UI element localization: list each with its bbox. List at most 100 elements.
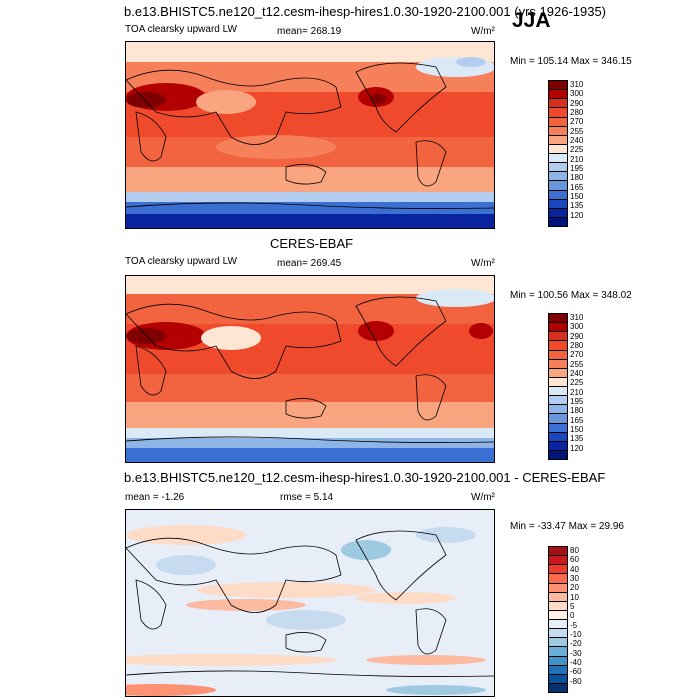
colorbar-segment xyxy=(549,638,567,648)
colorbar-tick-label: 290 xyxy=(570,331,584,341)
colorbar-segment xyxy=(549,620,567,630)
panel1-minmax: Min = 105.14 Max = 346.15 xyxy=(510,56,632,67)
colorbar-tick-label: -60 xyxy=(570,667,582,677)
colorbar-tick-label: 270 xyxy=(570,350,584,360)
colorbar-segment xyxy=(549,117,567,127)
colorbar-tick-label: 0 xyxy=(570,611,575,621)
colorbar-segment xyxy=(549,450,567,459)
colorbar-segment xyxy=(549,610,567,620)
panel1-mean-value: 268.19 xyxy=(310,26,342,37)
colorbar-segment xyxy=(549,208,567,218)
colorbar-segment xyxy=(549,414,567,424)
page-title: b.e13.BHISTC5.ne120_t12.cesm-ihesp-hires… xyxy=(124,4,607,19)
panel2-colorbar xyxy=(548,313,568,460)
colorbar-segment xyxy=(549,341,567,351)
panel3-colorbar xyxy=(548,546,568,693)
panel3-rmse: rmse = 5.14 xyxy=(280,492,333,503)
colorbar-tick-label: 255 xyxy=(570,359,584,369)
panel1-colorbar xyxy=(548,80,568,227)
colorbar-segment xyxy=(549,368,567,378)
colorbar-segment xyxy=(549,565,567,575)
colorbar-segment xyxy=(549,332,567,342)
colorbar-segment xyxy=(549,656,567,666)
colorbar-tick-label: 300 xyxy=(570,89,584,99)
panel1-map xyxy=(125,41,495,229)
panel2-variable: TOA clearsky upward LW xyxy=(125,256,237,267)
colorbar-tick-label: 210 xyxy=(570,154,584,164)
panel2-minmax: Min = 100.56 Max = 348.02 xyxy=(510,290,632,301)
panel2-colorbar-labels: 310 300 290 280 270 255 240 225 210 195 180 165 150 1… xyxy=(570,313,583,453)
colorbar-segment xyxy=(549,665,567,675)
colorbar-tick-label: 5 xyxy=(570,602,575,612)
colorbar-segment xyxy=(549,81,567,91)
colorbar-segment xyxy=(549,629,567,639)
panel1-variable: TOA clearsky upward LW xyxy=(125,24,237,35)
panel3-mean-label: mean = xyxy=(125,492,159,503)
colorbar-tick-label: -20 xyxy=(570,639,582,649)
colorbar-segment xyxy=(549,683,567,692)
colorbar-tick-label: 180 xyxy=(570,406,584,416)
colorbar-segment xyxy=(549,387,567,397)
colorbar-segment xyxy=(549,359,567,369)
panel3-mean: mean = -1.26 xyxy=(125,492,184,503)
panel3-minmax: Min = -33.47 Max = 29.96 xyxy=(510,521,624,532)
panel3-colorbar-labels: 80 60 40 30 20 10 5 0 -5 -10 -20 -30 -40 -60 -80 xyxy=(570,546,582,686)
colorbar-tick-label: 120 xyxy=(570,210,584,220)
colorbar-segment xyxy=(549,108,567,118)
colorbar-tick-label: 280 xyxy=(570,108,584,118)
colorbar-segment xyxy=(549,314,567,324)
colorbar-tick-label: -10 xyxy=(570,630,582,640)
colorbar-tick-label: 240 xyxy=(570,369,584,379)
colorbar-tick-label: 310 xyxy=(570,80,584,90)
colorbar-segment xyxy=(549,405,567,415)
panel2-dataset: CERES-EBAF xyxy=(270,236,354,251)
colorbar-segment xyxy=(549,556,567,566)
colorbar-segment xyxy=(549,144,567,154)
panel2-mean-value: 269.45 xyxy=(310,258,342,269)
colorbar-tick-label: 20 xyxy=(570,583,579,593)
colorbar-tick-label: 195 xyxy=(570,164,584,174)
colorbar-tick-label: 150 xyxy=(570,192,584,202)
colorbar-segment xyxy=(549,323,567,333)
colorbar-segment xyxy=(549,190,567,200)
colorbar-segment xyxy=(549,126,567,136)
panel3-units: W/m² xyxy=(471,492,495,503)
colorbar-segment xyxy=(549,99,567,109)
colorbar-segment xyxy=(549,592,567,602)
colorbar-tick-label: 225 xyxy=(570,145,584,155)
panel2-mean: mean= 269.45 xyxy=(277,258,341,269)
colorbar-segment xyxy=(549,181,567,191)
colorbar-tick-label: -80 xyxy=(570,676,582,686)
colorbar-segment xyxy=(549,674,567,684)
colorbar-tick-label: 80 xyxy=(570,546,579,556)
colorbar-tick-label: 270 xyxy=(570,117,584,127)
colorbar-segment xyxy=(549,423,567,433)
panel3-mean-value: -1.26 xyxy=(161,492,185,503)
colorbar-segment xyxy=(549,90,567,100)
panel2-map xyxy=(125,275,495,463)
colorbar-segment xyxy=(549,396,567,406)
colorbar-tick-label: 165 xyxy=(570,182,584,192)
colorbar-tick-label: 280 xyxy=(570,341,584,351)
colorbar-tick-label: 120 xyxy=(570,443,584,453)
panel3-title: b.e13.BHISTC5.ne120_t12.cesm-ihesp-hires… xyxy=(124,470,606,485)
panel1-mean-label: mean= xyxy=(277,26,308,37)
colorbar-segment xyxy=(549,574,567,584)
panel1-mean: mean= 268.19 xyxy=(277,26,341,37)
panel2-units: W/m² xyxy=(471,258,495,269)
panel3-map xyxy=(125,509,495,697)
colorbar-tick-label: -5 xyxy=(570,620,578,630)
colorbar-tick-label: 210 xyxy=(570,387,584,397)
colorbar-tick-label: 255 xyxy=(570,126,584,136)
colorbar-tick-label: 300 xyxy=(570,322,584,332)
colorbar-tick-label: 310 xyxy=(570,313,584,323)
colorbar-tick-label: 240 xyxy=(570,136,584,146)
panel3-rmse-value: 5.14 xyxy=(313,492,334,503)
panel1-colorbar-labels: 310 300 290 280 270 255 240 225 210 195 180 165 150 1… xyxy=(570,80,583,220)
colorbar-tick-label: 290 xyxy=(570,98,584,108)
colorbar-tick-label: 135 xyxy=(570,201,584,211)
colorbar-tick-label: -30 xyxy=(570,648,582,658)
colorbar-segment xyxy=(549,199,567,209)
colorbar-tick-label: 195 xyxy=(570,397,584,407)
colorbar-segment xyxy=(549,154,567,164)
